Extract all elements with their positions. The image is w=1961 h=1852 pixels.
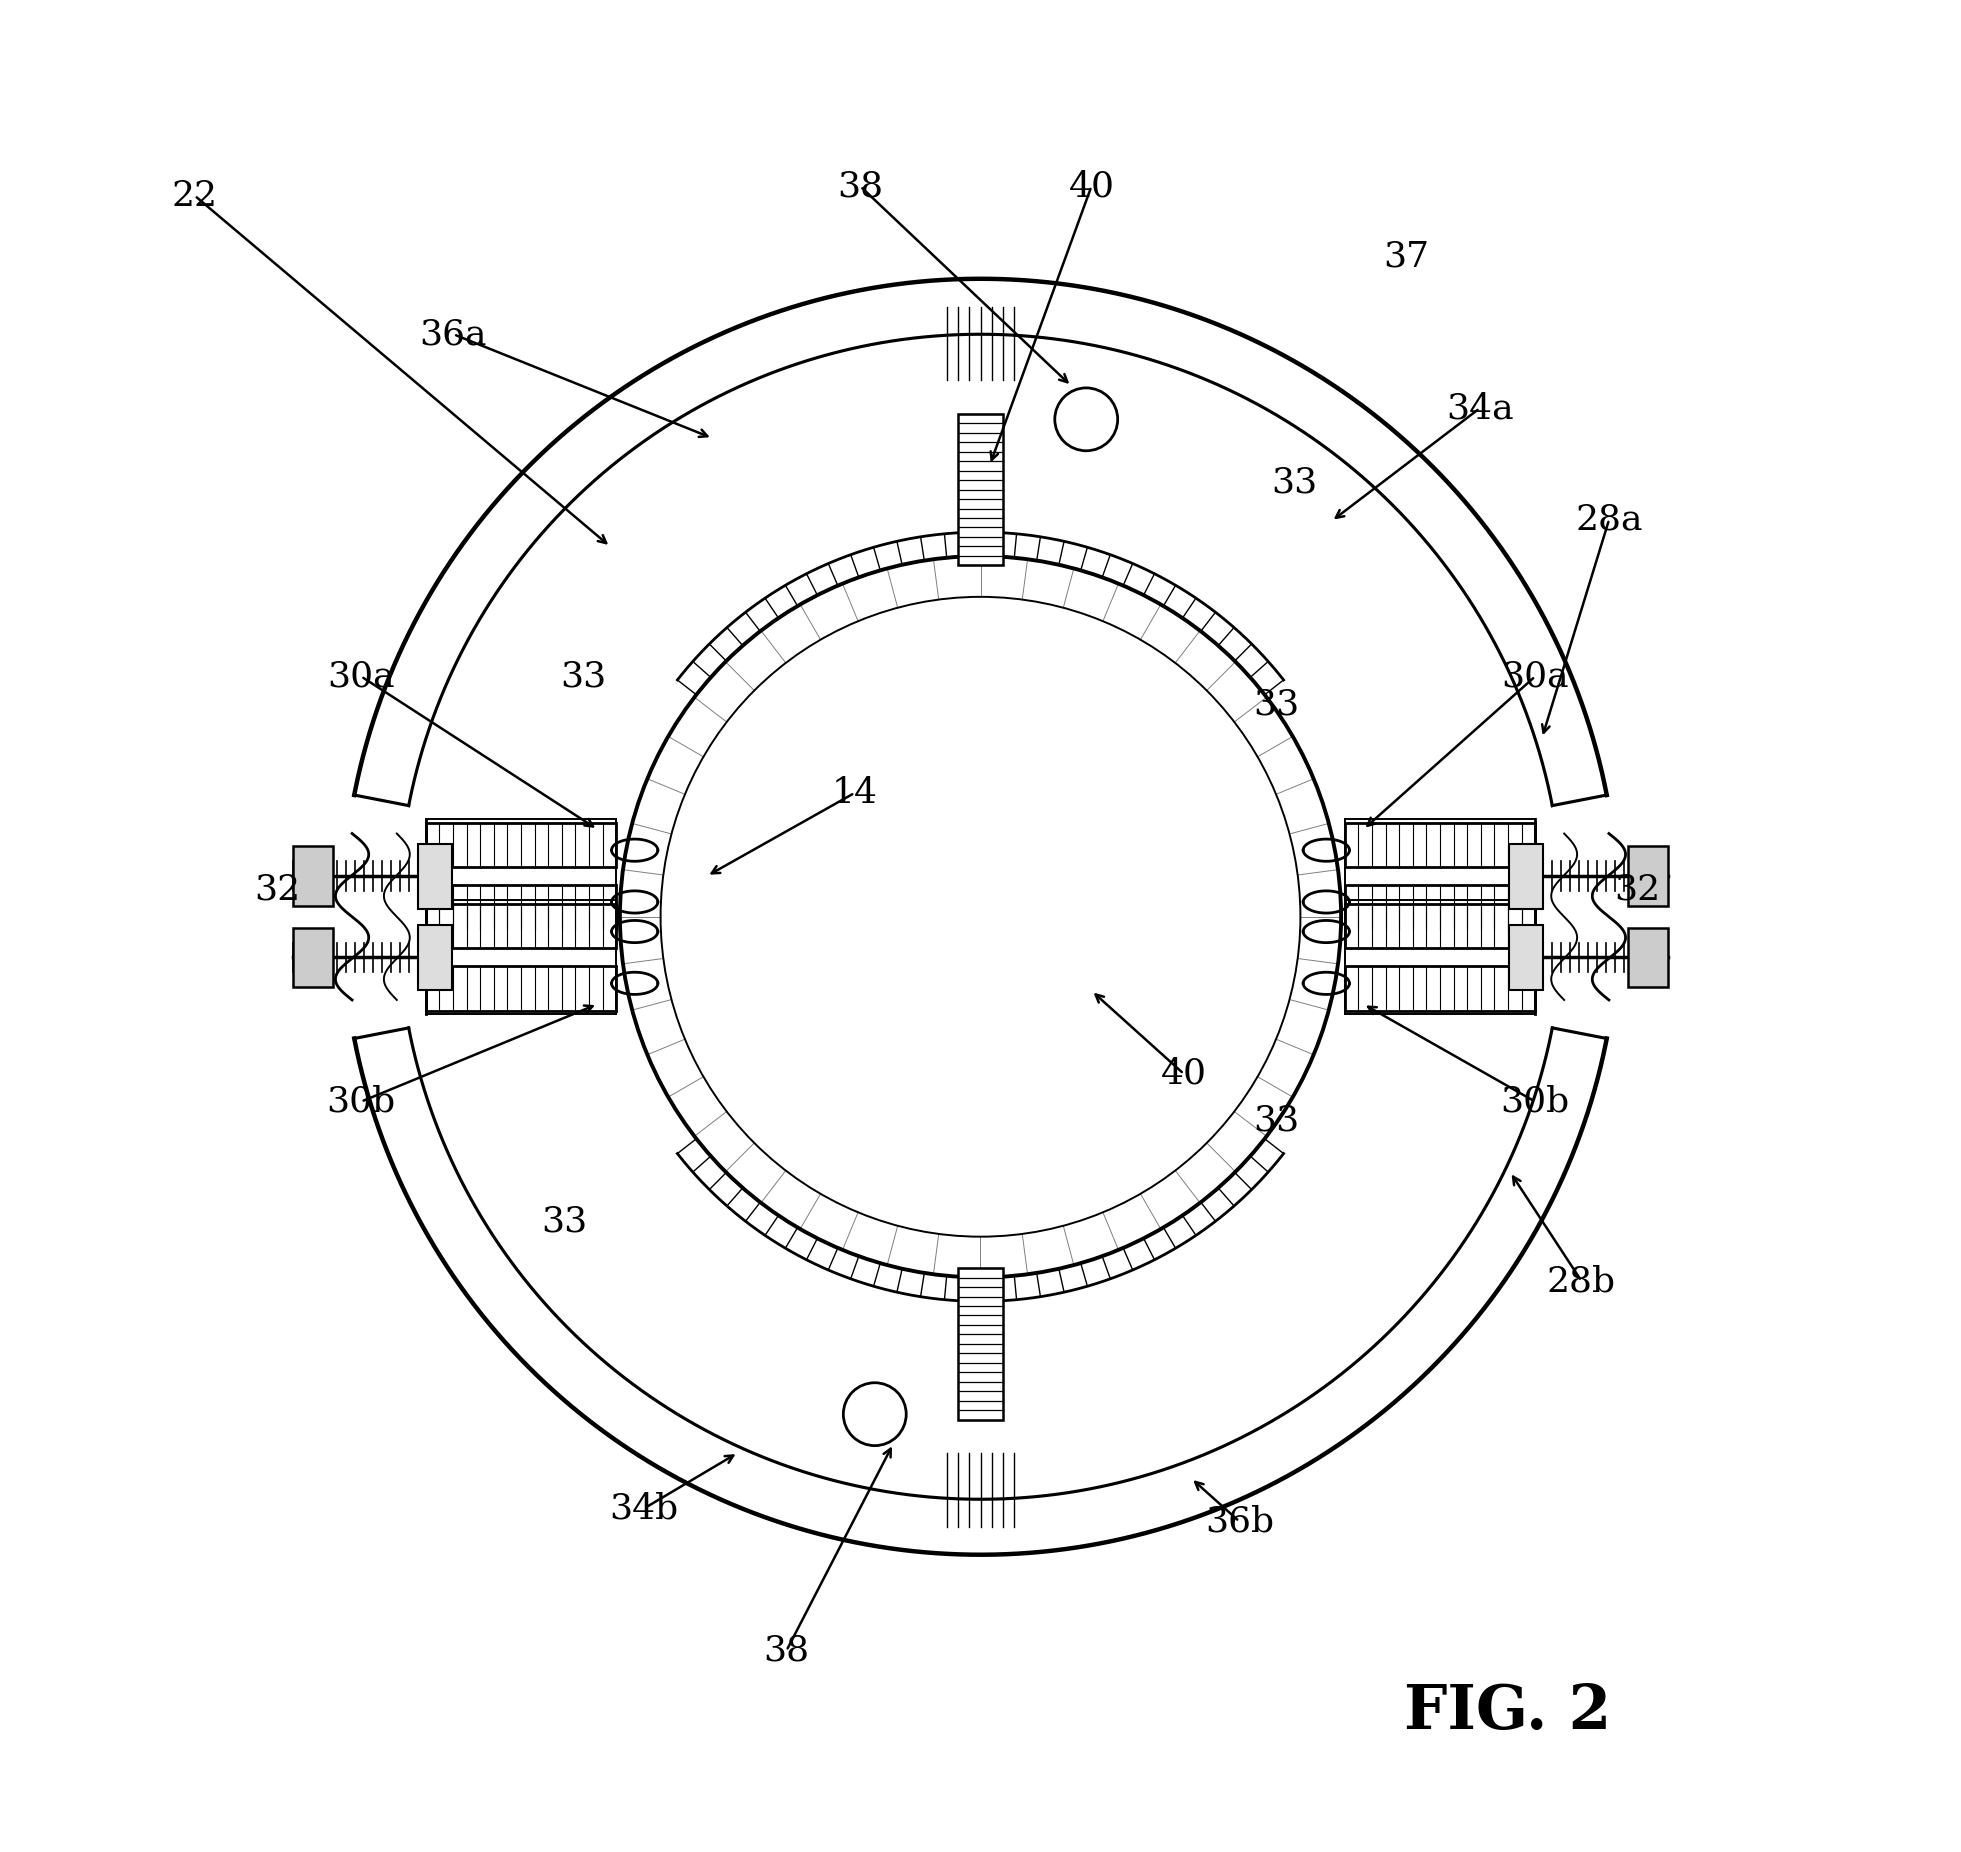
Text: 30b: 30b	[326, 1085, 396, 1119]
Bar	[1510, 924, 1543, 991]
Bar	[418, 843, 451, 909]
Bar	[1345, 885, 1535, 930]
Bar	[426, 885, 616, 930]
Text: 30a: 30a	[327, 659, 394, 693]
Text: 14: 14	[831, 776, 879, 809]
Polygon shape	[355, 1028, 1606, 1554]
Text: 38: 38	[763, 1633, 810, 1669]
Text: 36b: 36b	[1204, 1504, 1275, 1539]
Bar	[418, 924, 451, 991]
Text: 28b: 28b	[1547, 1265, 1616, 1298]
Bar	[292, 846, 333, 906]
Bar	[426, 822, 616, 867]
Bar	[292, 928, 333, 987]
Text: 22: 22	[171, 178, 218, 213]
Bar	[426, 904, 616, 948]
Bar	[1345, 904, 1535, 948]
Text: 30b: 30b	[1500, 1085, 1571, 1119]
Bar	[959, 413, 1002, 565]
Polygon shape	[355, 280, 1606, 806]
Circle shape	[1055, 387, 1118, 450]
Text: 28a: 28a	[1575, 502, 1643, 537]
Text: 34b: 34b	[610, 1491, 679, 1526]
Bar	[1510, 843, 1543, 909]
Text: 34a: 34a	[1445, 391, 1514, 426]
Text: 33: 33	[559, 659, 606, 693]
Circle shape	[843, 1383, 906, 1446]
Bar	[1628, 928, 1669, 987]
Text: 37: 37	[1383, 239, 1430, 274]
Bar	[426, 967, 616, 1011]
Text: 33: 33	[541, 1206, 588, 1239]
Text: 32: 32	[1614, 872, 1661, 906]
Text: FIG. 2: FIG. 2	[1404, 1682, 1612, 1743]
Text: 33: 33	[1273, 465, 1318, 500]
Circle shape	[661, 596, 1300, 1237]
Text: 30a: 30a	[1502, 659, 1569, 693]
Text: 40: 40	[1069, 169, 1114, 204]
Bar	[959, 1269, 1002, 1420]
Text: 32: 32	[255, 872, 300, 906]
Text: 36a: 36a	[420, 317, 486, 352]
Text: 33: 33	[1253, 687, 1300, 720]
Bar	[1628, 846, 1669, 906]
Bar	[1345, 822, 1535, 867]
Text: 38: 38	[837, 169, 882, 204]
Circle shape	[620, 556, 1341, 1278]
Text: 33: 33	[1253, 1104, 1300, 1137]
Bar	[1345, 967, 1535, 1011]
Text: 40: 40	[1161, 1057, 1206, 1091]
